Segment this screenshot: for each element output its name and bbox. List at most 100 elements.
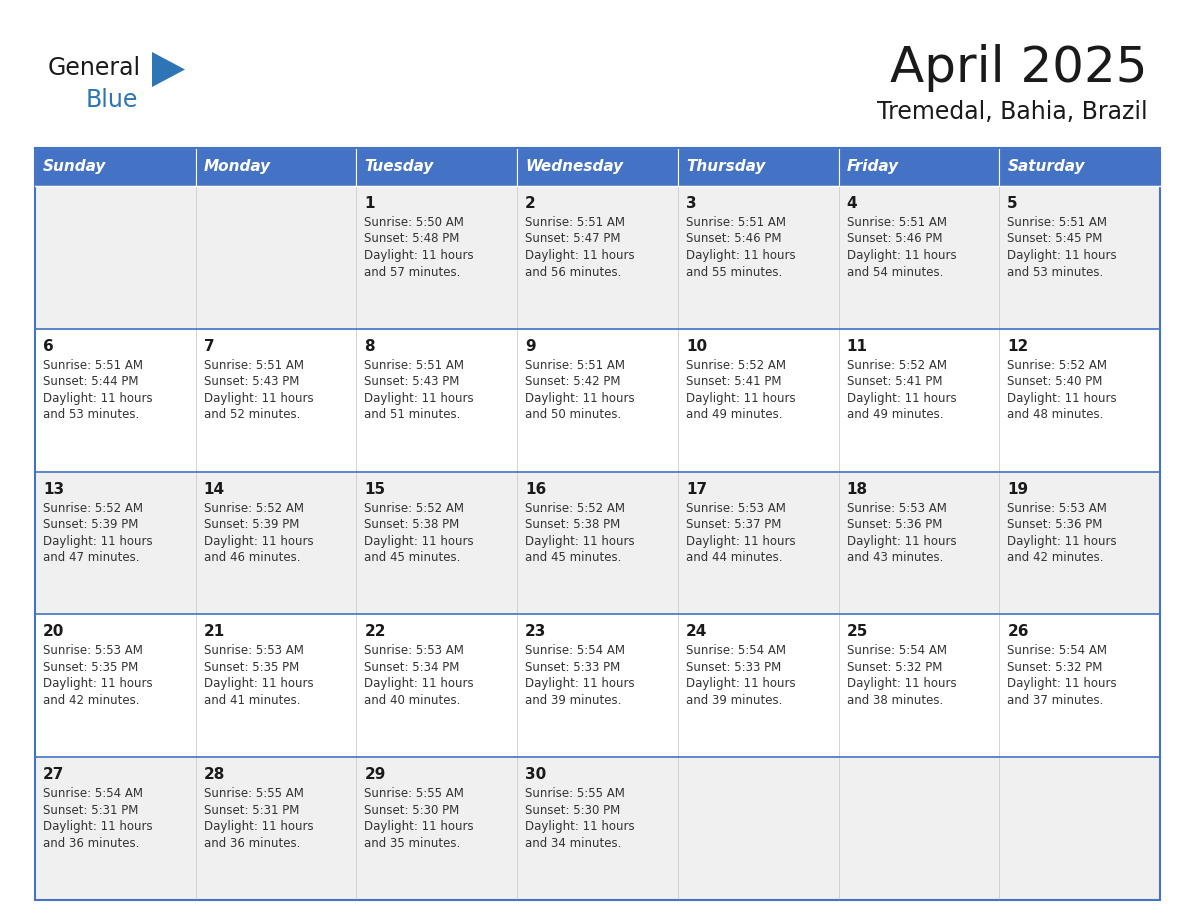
Text: Sunrise: 5:52 AM: Sunrise: 5:52 AM (43, 501, 143, 515)
Text: 15: 15 (365, 482, 386, 497)
Text: General: General (48, 56, 141, 80)
Text: and 53 minutes.: and 53 minutes. (1007, 265, 1104, 278)
Text: and 49 minutes.: and 49 minutes. (685, 409, 783, 421)
Text: 2: 2 (525, 196, 536, 211)
Text: 8: 8 (365, 339, 375, 353)
Text: and 43 minutes.: and 43 minutes. (847, 551, 943, 564)
Text: Sunrise: 5:54 AM: Sunrise: 5:54 AM (525, 644, 625, 657)
Bar (34, 472, 196, 614)
Bar (34, 329, 196, 472)
Text: 13: 13 (43, 482, 64, 497)
Text: Sunset: 5:33 PM: Sunset: 5:33 PM (525, 661, 620, 674)
Text: Sunset: 5:31 PM: Sunset: 5:31 PM (203, 803, 299, 817)
Text: Sunrise: 5:51 AM: Sunrise: 5:51 AM (525, 359, 625, 372)
Text: Sunset: 5:36 PM: Sunset: 5:36 PM (1007, 518, 1102, 532)
Text: Sunset: 5:47 PM: Sunset: 5:47 PM (525, 232, 620, 245)
Text: and 49 minutes.: and 49 minutes. (847, 409, 943, 421)
Text: Sunset: 5:30 PM: Sunset: 5:30 PM (525, 803, 620, 817)
Text: and 50 minutes.: and 50 minutes. (525, 409, 621, 421)
Text: Daylight: 11 hours: Daylight: 11 hours (1007, 392, 1117, 405)
Bar (517, 614, 678, 757)
Text: Sunrise: 5:55 AM: Sunrise: 5:55 AM (365, 788, 465, 800)
Text: Sunset: 5:30 PM: Sunset: 5:30 PM (365, 803, 460, 817)
Text: Daylight: 11 hours: Daylight: 11 hours (365, 249, 474, 262)
Bar (34, 186, 196, 329)
Bar (839, 148, 999, 186)
Text: 10: 10 (685, 339, 707, 353)
Text: Daylight: 11 hours: Daylight: 11 hours (685, 534, 796, 548)
Bar (196, 472, 356, 614)
Text: Sunset: 5:41 PM: Sunset: 5:41 PM (847, 375, 942, 388)
Text: 21: 21 (203, 624, 225, 640)
Bar (196, 329, 356, 472)
Text: Sunset: 5:46 PM: Sunset: 5:46 PM (685, 232, 782, 245)
Text: Daylight: 11 hours: Daylight: 11 hours (365, 677, 474, 690)
Bar (517, 757, 678, 900)
Text: Daylight: 11 hours: Daylight: 11 hours (1007, 534, 1117, 548)
Text: Daylight: 11 hours: Daylight: 11 hours (847, 392, 956, 405)
Text: 23: 23 (525, 624, 546, 640)
Text: and 45 minutes.: and 45 minutes. (525, 551, 621, 564)
Text: Daylight: 11 hours: Daylight: 11 hours (525, 534, 634, 548)
Text: Daylight: 11 hours: Daylight: 11 hours (1007, 677, 1117, 690)
Text: Daylight: 11 hours: Daylight: 11 hours (203, 820, 314, 834)
Text: Daylight: 11 hours: Daylight: 11 hours (365, 820, 474, 834)
Bar (517, 329, 678, 472)
Text: Sunset: 5:36 PM: Sunset: 5:36 PM (847, 518, 942, 532)
Text: April 2025: April 2025 (891, 44, 1148, 92)
Text: 1: 1 (365, 196, 375, 211)
Text: Sunset: 5:32 PM: Sunset: 5:32 PM (847, 661, 942, 674)
Text: and 39 minutes.: and 39 minutes. (685, 694, 782, 707)
Bar (196, 757, 356, 900)
Text: Sunset: 5:31 PM: Sunset: 5:31 PM (43, 803, 138, 817)
Bar (34, 757, 196, 900)
Text: Daylight: 11 hours: Daylight: 11 hours (685, 249, 796, 262)
Bar (999, 614, 1159, 757)
Bar (839, 186, 999, 329)
Bar (678, 148, 839, 186)
Bar (839, 329, 999, 472)
Text: and 57 minutes.: and 57 minutes. (365, 265, 461, 278)
Bar (999, 757, 1159, 900)
Text: and 55 minutes.: and 55 minutes. (685, 265, 782, 278)
Bar (356, 472, 517, 614)
Text: and 39 minutes.: and 39 minutes. (525, 694, 621, 707)
Text: Sunrise: 5:51 AM: Sunrise: 5:51 AM (1007, 216, 1107, 229)
Text: Thursday: Thursday (685, 160, 765, 174)
Text: 30: 30 (525, 767, 546, 782)
Text: Daylight: 11 hours: Daylight: 11 hours (203, 392, 314, 405)
Bar (356, 186, 517, 329)
Text: Sunrise: 5:53 AM: Sunrise: 5:53 AM (365, 644, 465, 657)
Text: Sunrise: 5:54 AM: Sunrise: 5:54 AM (1007, 644, 1107, 657)
Text: Sunset: 5:41 PM: Sunset: 5:41 PM (685, 375, 782, 388)
Bar (517, 186, 678, 329)
Text: and 38 minutes.: and 38 minutes. (847, 694, 943, 707)
Bar (356, 614, 517, 757)
Text: 27: 27 (43, 767, 64, 782)
Bar (34, 614, 196, 757)
Bar (34, 148, 196, 186)
Text: Tuesday: Tuesday (365, 160, 434, 174)
Text: Daylight: 11 hours: Daylight: 11 hours (1007, 249, 1117, 262)
Text: Sunset: 5:38 PM: Sunset: 5:38 PM (365, 518, 460, 532)
Text: 6: 6 (43, 339, 53, 353)
Text: Sunset: 5:35 PM: Sunset: 5:35 PM (203, 661, 299, 674)
Text: Daylight: 11 hours: Daylight: 11 hours (365, 392, 474, 405)
Text: Sunrise: 5:51 AM: Sunrise: 5:51 AM (203, 359, 304, 372)
Text: Sunrise: 5:51 AM: Sunrise: 5:51 AM (43, 359, 143, 372)
Text: 12: 12 (1007, 339, 1029, 353)
Text: Sunset: 5:37 PM: Sunset: 5:37 PM (685, 518, 782, 532)
Text: Daylight: 11 hours: Daylight: 11 hours (525, 677, 634, 690)
Text: Daylight: 11 hours: Daylight: 11 hours (525, 249, 634, 262)
Text: Sunrise: 5:52 AM: Sunrise: 5:52 AM (847, 359, 947, 372)
Bar (196, 614, 356, 757)
Text: Daylight: 11 hours: Daylight: 11 hours (43, 392, 152, 405)
Text: Sunrise: 5:52 AM: Sunrise: 5:52 AM (1007, 359, 1107, 372)
Text: Daylight: 11 hours: Daylight: 11 hours (43, 534, 152, 548)
Text: and 56 minutes.: and 56 minutes. (525, 265, 621, 278)
Bar (999, 186, 1159, 329)
Text: and 42 minutes.: and 42 minutes. (1007, 551, 1104, 564)
Text: Sunset: 5:48 PM: Sunset: 5:48 PM (365, 232, 460, 245)
Text: and 37 minutes.: and 37 minutes. (1007, 694, 1104, 707)
Text: Sunrise: 5:55 AM: Sunrise: 5:55 AM (203, 788, 304, 800)
